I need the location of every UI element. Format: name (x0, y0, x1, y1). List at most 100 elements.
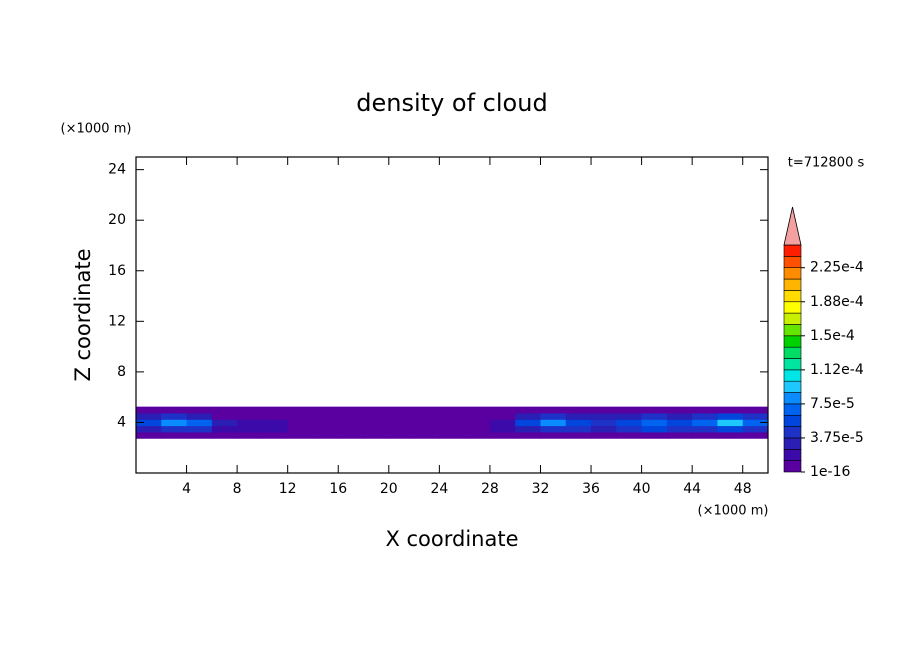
contour-cell (717, 412, 744, 420)
contour-cell (641, 406, 668, 414)
contour-cell (388, 412, 415, 420)
contour-cell (312, 431, 339, 439)
y-tick-label: 4 (117, 414, 126, 430)
colorbar-band (783, 346, 802, 359)
contour-cell (464, 412, 491, 420)
y-tick-label: 8 (117, 364, 126, 380)
colorbar-band (783, 358, 802, 371)
contour-cell (136, 425, 162, 433)
contour-cell (666, 425, 693, 433)
contour-cell (616, 412, 643, 420)
colorbar-band (783, 460, 802, 473)
contour-cell (312, 419, 339, 427)
contour-cell (489, 419, 516, 427)
contour-cell (312, 406, 339, 414)
y-unit: (×1000 m) (61, 122, 132, 137)
contour-cell (666, 412, 693, 420)
contour-cell (464, 419, 491, 427)
colorbar-band (783, 244, 802, 257)
contour-cell (211, 406, 238, 414)
contour-cell (464, 425, 491, 433)
contour-cell (338, 412, 365, 420)
contour-cell (717, 406, 744, 414)
colorbar-tick-label: 1.88e-4 (810, 294, 864, 310)
colorbar-tick-label: 1.12e-4 (810, 362, 864, 378)
contour-cell (237, 425, 263, 433)
contour-cell (666, 419, 693, 427)
contour-cell (717, 431, 744, 439)
contour-cell (641, 431, 668, 439)
contour-cell (742, 425, 769, 433)
contour-cell (388, 425, 415, 433)
contour-cell (211, 425, 238, 433)
contour-cell (211, 412, 238, 420)
y-axis-label: Z coordinate (71, 248, 95, 381)
contour-cell (742, 406, 769, 414)
colorbar-band (783, 335, 802, 348)
contour-cell (414, 431, 440, 439)
x-unit: (×1000 m) (698, 504, 769, 519)
contour-cell (161, 431, 188, 439)
contour-cell (540, 431, 567, 439)
contour-cell (742, 431, 769, 439)
x-tick-label: 32 (532, 481, 550, 497)
contour-cell (338, 431, 365, 439)
x-tick-label: 44 (683, 481, 701, 497)
contour-cell (136, 412, 162, 420)
x-tick-label: 4 (182, 481, 191, 497)
contour-cell (136, 406, 162, 414)
time-label: t=712800 s (788, 156, 865, 171)
contour-cell (186, 412, 213, 420)
contour-cell (287, 419, 314, 427)
contour-cell (742, 412, 769, 420)
contour-cell (186, 431, 213, 439)
colorbar-extension (783, 206, 802, 246)
contour-cell (312, 425, 339, 433)
colorbar-band (783, 290, 802, 303)
contour-cell (439, 412, 466, 420)
colorbar-band (783, 256, 802, 269)
x-tick-label: 40 (633, 481, 651, 497)
colorbar-tick-label: 1.5e-4 (810, 328, 855, 344)
y-tick-label: 16 (108, 263, 126, 279)
contour-cell (515, 431, 541, 439)
contour-cell (515, 425, 541, 433)
contour-cell (262, 419, 289, 427)
contour-cell (161, 412, 188, 420)
contour-cell (641, 425, 668, 433)
contour-cell (414, 406, 440, 414)
contour-cell (161, 406, 188, 414)
x-tick-label: 48 (734, 481, 752, 497)
contour-cell (439, 431, 466, 439)
contour-cell (591, 431, 617, 439)
contour-cell (742, 419, 769, 427)
contour-cell (363, 425, 390, 433)
contour-cell (439, 406, 466, 414)
contour-cell (237, 406, 263, 414)
contour-cell (717, 419, 744, 427)
colorbar-band (783, 301, 802, 314)
contour-cell (388, 406, 415, 414)
x-tick-label: 36 (582, 481, 600, 497)
x-tick-label: 24 (430, 481, 448, 497)
plot-frame (135, 156, 769, 474)
contour-cell (287, 406, 314, 414)
x-tick-label: 16 (329, 481, 347, 497)
contour-cell (616, 425, 643, 433)
contour-cell (515, 406, 541, 414)
contour-cell (591, 412, 617, 420)
chart-title: density of cloud (356, 89, 547, 117)
contour-cell (717, 425, 744, 433)
contour-cell (692, 406, 718, 414)
contour-cell (489, 406, 516, 414)
contour-cell (591, 419, 617, 427)
colorbar-band (783, 392, 802, 405)
contour-cell (489, 412, 516, 420)
contour-cell (211, 419, 238, 427)
contour-cell (388, 419, 415, 427)
contour-cell (666, 431, 693, 439)
contour-cell (414, 419, 440, 427)
contour-cell (287, 431, 314, 439)
contour-cell (540, 419, 567, 427)
